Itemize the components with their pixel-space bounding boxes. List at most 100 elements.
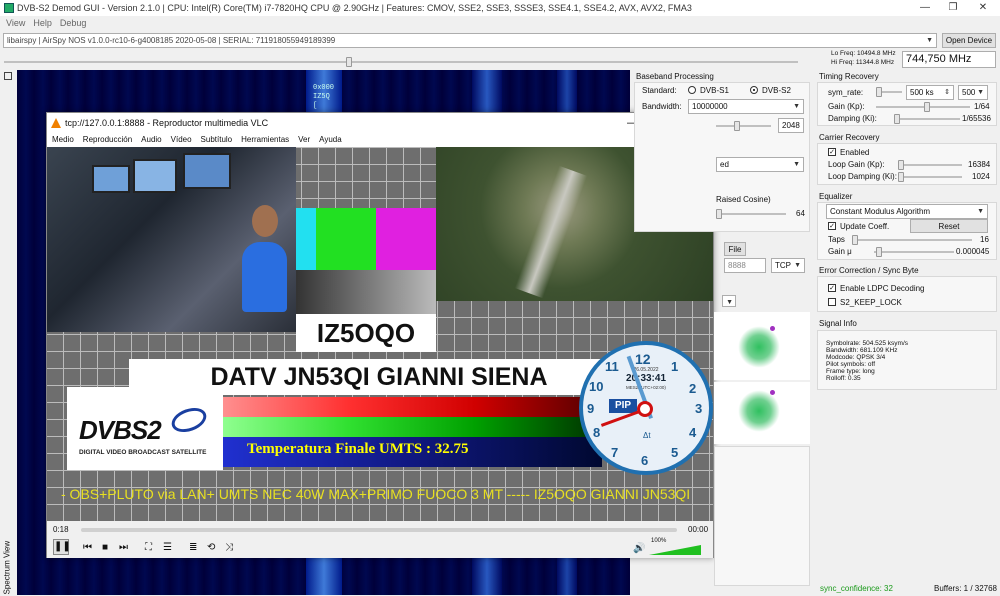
vlc-menu-herramientas[interactable]: Herramientas	[241, 135, 290, 144]
vlc-menu-medio[interactable]: Medio	[52, 135, 74, 144]
previous-icon[interactable]: ⏮	[83, 542, 92, 553]
port-input[interactable]: 8888	[724, 258, 766, 273]
hi-freq-label: Hi Freq: 11344.8 MHz	[831, 59, 895, 66]
sym-rate-unit-select[interactable]: 500 ▼	[958, 85, 988, 100]
maximize-button[interactable]: ❐	[948, 2, 958, 13]
fft-slider[interactable]	[716, 121, 771, 131]
loop-gain-slider[interactable]	[898, 160, 962, 170]
vlc-menu-video[interactable]: Vídeo	[170, 135, 192, 144]
seek-bar[interactable]	[81, 528, 677, 532]
buffers-status: Buffers: 1 / 32768	[934, 584, 998, 593]
carrier-enabled-checkbox[interactable]: ✓	[828, 148, 836, 156]
sym-rate-label: sym_rate:	[828, 88, 864, 97]
eq-gain-value: 0.000045	[956, 247, 990, 256]
fft-size-input[interactable]: 2048	[778, 118, 804, 133]
constellation-plot-1	[714, 312, 810, 380]
loop-gain-handle[interactable]	[898, 160, 904, 170]
spectrum-settings-icon[interactable]	[4, 72, 12, 80]
ecc-title: Error Correction / Sync Byte	[819, 266, 919, 275]
vlc-menu-subtitulo[interactable]: Subtítulo	[200, 135, 233, 144]
eq-taps-label: Taps	[828, 235, 845, 244]
bandwidth-select[interactable]: 10000000 ▼	[688, 99, 804, 114]
timing-damping-handle[interactable]	[894, 114, 900, 124]
ecc-panel	[817, 276, 997, 312]
signal-bandwidth: Bandwidth: 681.109 KHz	[826, 347, 898, 354]
filter-taps-handle[interactable]	[716, 209, 722, 219]
minimize-button[interactable]: —	[920, 2, 930, 13]
update-coeff-checkbox[interactable]: ✓	[828, 222, 836, 230]
clock-num-10: 10	[589, 379, 604, 394]
vlc-menu-reproduccion[interactable]: Reproducción	[82, 135, 133, 144]
eq-taps-handle[interactable]	[852, 235, 858, 245]
stop-icon[interactable]: ■	[102, 542, 109, 553]
device-select[interactable]: libairspy | AirSpy NOS v1.0.0-rc10-6-g40…	[3, 33, 937, 48]
timing-gain-slider[interactable]	[876, 102, 970, 112]
s2-keep-lock-checkbox[interactable]	[828, 298, 836, 306]
volume-icon[interactable]: 🔊	[633, 543, 646, 554]
playlist-icon[interactable]: ≣	[189, 542, 198, 553]
clock-num-7: 7	[611, 445, 619, 460]
callsign-banner: IZ5OQO	[296, 314, 436, 352]
constellation-select[interactable]: ▼	[722, 295, 736, 307]
frequency-input[interactable]: 744,750 MHz	[902, 51, 996, 68]
mode-select[interactable]: ed ▼	[716, 157, 804, 172]
dvbs2-radio[interactable]	[750, 86, 758, 94]
constellation-plot-2	[714, 382, 810, 444]
frequency-slider-handle[interactable]	[346, 57, 352, 67]
fft-slider-handle[interactable]	[734, 121, 740, 131]
menu-debug[interactable]: Debug	[59, 17, 87, 28]
fullscreen-icon[interactable]: ⛶	[145, 542, 152, 553]
open-device-button[interactable]: Open Device	[942, 33, 996, 48]
timing-damping-slider[interactable]	[894, 114, 960, 124]
frequency-slider[interactable]	[4, 57, 798, 67]
signal-info-title: Signal Info	[819, 319, 857, 328]
eq-taps-slider[interactable]	[852, 235, 972, 245]
loop-damping-slider[interactable]	[898, 172, 962, 182]
clock-num-8: 8	[593, 425, 601, 440]
menu-help[interactable]: Help	[33, 17, 52, 28]
chevron-down-icon: ▼	[726, 299, 733, 306]
file-button[interactable]: File	[724, 242, 746, 256]
clock-num-12: 12	[635, 351, 651, 367]
update-coeff-label: Update Coeff.	[840, 222, 890, 231]
pause-button[interactable]: ❚❚	[53, 539, 71, 555]
equalizer-reset-button[interactable]: Reset	[910, 219, 988, 233]
sym-rate-input[interactable]: 500 ks ⇕	[906, 85, 954, 100]
spin-arrows-icon: ⇕	[944, 89, 950, 96]
ldpc-checkbox[interactable]: ✓	[828, 284, 836, 292]
filter-taps-slider[interactable]	[716, 209, 786, 219]
volume-slider[interactable]	[649, 545, 701, 555]
clock-num-2: 2	[689, 381, 697, 396]
menu-view[interactable]: View	[6, 17, 26, 28]
protocol-select[interactable]: TCP ▼	[771, 258, 805, 273]
vlc-menu-ayuda[interactable]: Ayuda	[319, 135, 342, 144]
vlc-minimize-button[interactable]: —	[627, 117, 638, 129]
eq-gain-handle[interactable]	[876, 247, 882, 257]
clock-num-4: 4	[689, 425, 697, 440]
eq-gain-slider[interactable]	[874, 247, 954, 257]
sym-rate-slider[interactable]	[876, 87, 902, 97]
vlc-window[interactable]: tcp://127.0.0.1:8888 - Reproductor multi…	[46, 112, 714, 558]
clock-num-3: 3	[695, 401, 703, 416]
extended-settings-icon[interactable]: ☰	[163, 542, 172, 553]
timing-title: Timing Recovery	[819, 72, 879, 81]
next-icon[interactable]: ⏭	[119, 542, 128, 553]
loop-damping-value: 1024	[972, 172, 990, 181]
satellite-dish-icon	[168, 403, 210, 437]
video-frame[interactable]: IZ5OQO DATV JN53QI GIANNI SIENA Temperat…	[47, 147, 713, 521]
timing-gain-handle[interactable]	[924, 102, 930, 112]
loop-icon[interactable]: ⟲	[207, 542, 216, 553]
sym-rate-handle[interactable]	[876, 87, 882, 97]
close-button[interactable]: ✕	[978, 2, 988, 13]
clock-num-9: 9	[587, 401, 595, 416]
clock-center	[637, 401, 653, 417]
mode-value: ed	[720, 160, 729, 169]
dvbs1-radio[interactable]	[688, 86, 696, 94]
vlc-menu-audio[interactable]: Audio	[141, 135, 162, 144]
equalizer-algo-select[interactable]: Constant Modulus Algorithm ▼	[826, 204, 988, 219]
loop-damping-handle[interactable]	[898, 172, 904, 182]
vlc-menu-ver[interactable]: Ver	[298, 135, 311, 144]
carrier-enabled-label: Enabled	[840, 148, 870, 157]
shuffle-icon[interactable]: ⤨	[225, 542, 233, 553]
vlc-menu-bar: Medio Reproducción Audio Vídeo Subtítulo…	[47, 133, 713, 147]
